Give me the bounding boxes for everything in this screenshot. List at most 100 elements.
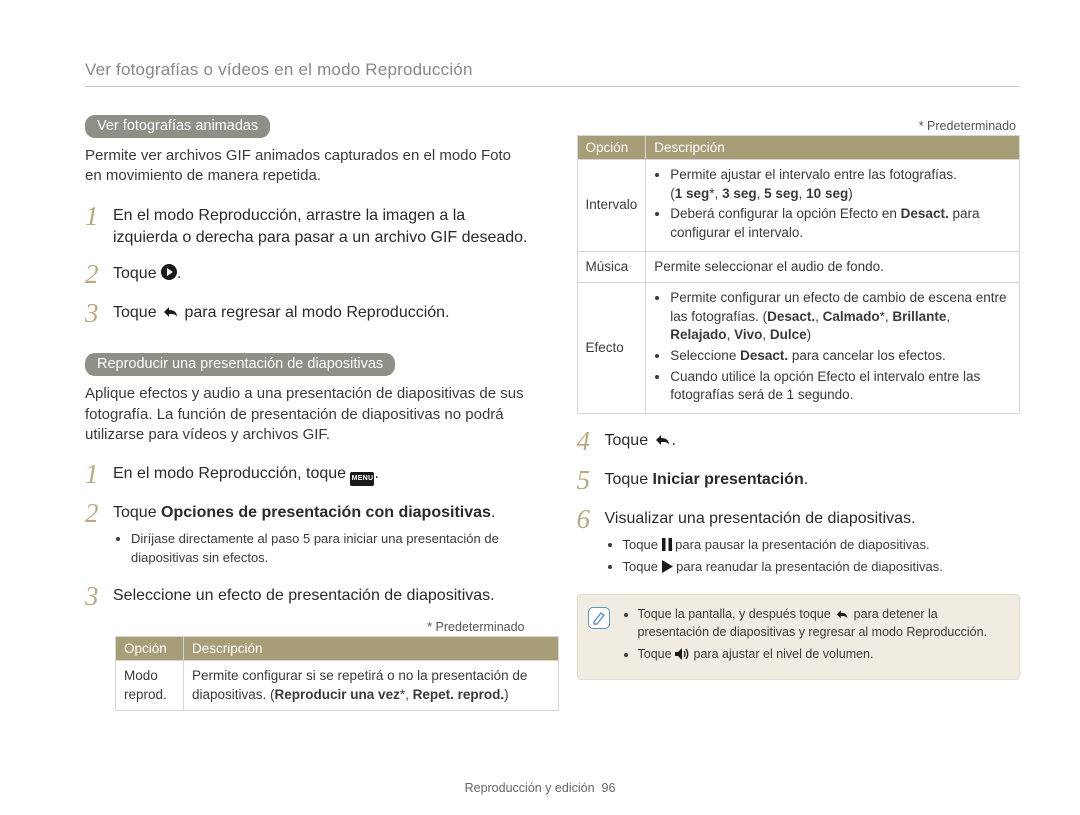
note-item: Toque la pantalla, y después toque para … <box>638 605 1006 641</box>
note-icon <box>588 607 610 629</box>
page-title-rule <box>85 86 1020 87</box>
step-body: Toque Iniciar presentación. <box>605 465 809 491</box>
step-number: 5 <box>577 465 605 494</box>
step-number: 4 <box>577 426 605 455</box>
opt-desc: Permite configurar si se repetirá o no l… <box>184 661 559 711</box>
step-number: 3 <box>85 298 113 327</box>
s2-step3: 3 Seleccione un efecto de presentación d… <box>85 581 529 610</box>
opt-desc: Permite configurar un efecto de cambio d… <box>646 283 1020 414</box>
text: Toque <box>605 432 653 449</box>
s1-step1: 1 En el modo Reproducción, arrastre la i… <box>85 201 529 250</box>
menu-icon: MENU <box>350 472 374 486</box>
text: ) <box>807 327 812 342</box>
th-description: Descripción <box>184 637 559 661</box>
step6: 6 Visualizar una presentación de diaposi… <box>577 504 1021 580</box>
text: , <box>815 309 823 324</box>
play-triangle-icon <box>662 560 673 573</box>
pause-icon <box>662 538 672 551</box>
bullet: Diríjase directamente al paso 5 para ini… <box>131 530 529 568</box>
text: Toque <box>113 265 161 282</box>
bold: 1 seg <box>675 186 710 201</box>
text: ) <box>504 687 509 702</box>
text: Visualizar una presentación de diapositi… <box>605 510 916 527</box>
back-icon <box>161 304 180 319</box>
table-row: Modo reprod. Permite configurar si se re… <box>116 661 559 711</box>
manual-page: Ver fotografías o vídeos en el modo Repr… <box>0 0 1080 753</box>
s1-step2: 2 Toque . <box>85 259 529 288</box>
bold-text: Opciones de presentación con diapositiva… <box>161 504 491 521</box>
text: Deberá configurar la opción Efecto en <box>670 206 900 221</box>
opt-desc: Permite seleccionar el audio de fondo. <box>646 251 1020 283</box>
bold: Desact. <box>901 206 949 221</box>
section1-intro: Permite ver archivos GIF animados captur… <box>85 146 529 187</box>
back-icon <box>834 608 850 620</box>
step-number: 1 <box>85 459 113 488</box>
text: . <box>491 504 495 521</box>
opt-desc: Permite ajustar el intervalo entre las f… <box>646 160 1020 252</box>
text: , <box>762 327 770 342</box>
text: para cancelar los efectos. <box>788 348 946 363</box>
text: para ajustar el nivel de volumen. <box>694 647 874 661</box>
bold: Brillante <box>892 309 946 324</box>
bullet: Deberá configurar la opción Efecto en De… <box>670 205 1011 242</box>
note-box: Toque la pantalla, y después toque para … <box>577 594 1021 680</box>
two-column-layout: Ver fotografías animadas Permite ver arc… <box>85 115 1020 723</box>
text: . <box>177 265 181 282</box>
section-heading-slideshow: Reproducir una presentación de diapositi… <box>85 353 395 376</box>
step-body: Seleccione un efecto de presentación de … <box>113 581 495 607</box>
opt-name: Música <box>577 251 646 283</box>
s1-step3: 3 Toque para regresar al modo Reproducci… <box>85 298 529 327</box>
note-item: Toque para ajustar el nivel de volumen. <box>638 645 1006 663</box>
left-column: Ver fotografías animadas Permite ver arc… <box>85 115 529 723</box>
play-icon <box>161 264 177 280</box>
bold: Iniciar presentación <box>653 471 804 488</box>
step-number: 1 <box>85 201 113 230</box>
step-body: En el modo Reproducción, toque MENU. <box>113 459 379 486</box>
text: . <box>672 432 676 449</box>
bold: Desact. <box>767 309 815 324</box>
step-number: 2 <box>85 498 113 527</box>
s2-step2: 2 Toque Opciones de presentación con dia… <box>85 498 529 571</box>
bold: Calmado <box>823 309 880 324</box>
bold: 3 seg <box>722 186 757 201</box>
bullet: Toque para reanudar la presentación de d… <box>623 558 943 577</box>
bullet: Permite ajustar el intervalo entre las f… <box>670 166 1011 203</box>
footer-section: Reproducción y edición <box>465 781 595 795</box>
default-footnote: * Predeterminado <box>85 620 525 634</box>
bold: Vivo <box>734 327 762 342</box>
step-number: 2 <box>85 259 113 288</box>
text: *, <box>709 186 722 201</box>
options-table-right: Opción Descripción Intervalo Permite aju… <box>577 135 1021 414</box>
opt-name: Modo reprod. <box>116 661 184 711</box>
volume-icon <box>675 648 690 660</box>
step-body: Visualizar una presentación de diapositi… <box>605 504 943 580</box>
text: Toque <box>605 471 653 488</box>
bullet: Cuando utilice la opción Efecto el inter… <box>670 368 1011 405</box>
text: , <box>946 309 950 324</box>
text: , <box>757 186 765 201</box>
options-table-left: Opción Descripción Modo reprod. Permite … <box>115 636 559 711</box>
text: para pausar la presentación de diapositi… <box>675 537 929 552</box>
bold: Desact. <box>740 348 788 363</box>
bold: Dulce <box>770 327 807 342</box>
text: . <box>804 471 808 488</box>
bold: Repet. reprod. <box>413 687 505 702</box>
text: *, <box>880 309 893 324</box>
page-title: Ver fotografías o vídeos en el modo Repr… <box>85 60 1020 80</box>
th-description: Descripción <box>646 136 1020 160</box>
step4: 4 Toque . <box>577 426 1021 455</box>
opt-name: Intervalo <box>577 160 646 252</box>
bullet: Toque para pausar la presentación de dia… <box>623 536 943 555</box>
step-number: 3 <box>85 581 113 610</box>
text: para regresar al modo Reproducción. <box>180 304 449 321</box>
text: Seleccione <box>670 348 740 363</box>
table-row-intervalo: Intervalo Permite ajustar el intervalo e… <box>577 160 1020 252</box>
step-body: En el modo Reproducción, arrastre la ima… <box>113 201 529 250</box>
text: para reanudar la presentación de diaposi… <box>676 559 943 574</box>
step-body: Toque para regresar al modo Reproducción… <box>113 298 450 324</box>
section2-intro: Aplique efectos y audio a una presentaci… <box>85 384 529 445</box>
bold: Reproducir una vez <box>275 687 400 702</box>
step-number: 6 <box>577 504 605 533</box>
text: Toque la pantalla, y después toque <box>638 607 835 621</box>
back-icon <box>653 432 672 447</box>
